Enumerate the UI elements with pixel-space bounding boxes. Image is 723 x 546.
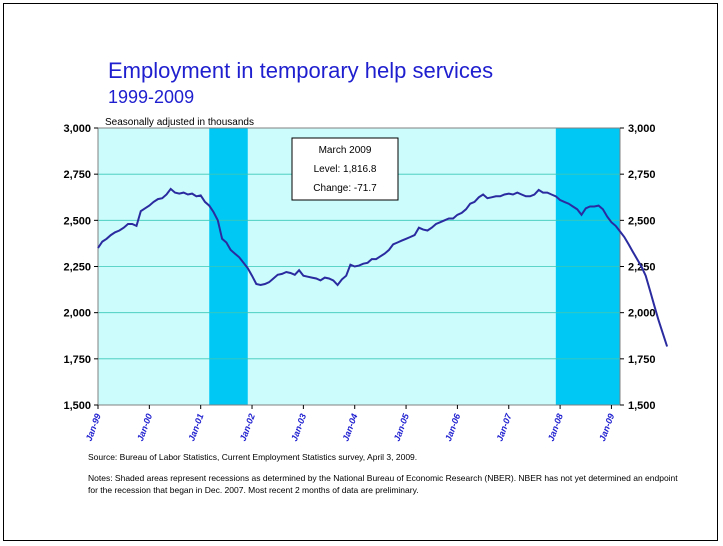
- chart-subtitle: 1999-2009: [108, 87, 195, 107]
- x-tick-label: Jan-07: [494, 411, 513, 442]
- y-tick-label-right: 2,000: [628, 308, 656, 320]
- y-tick-label-left: 1,500: [63, 400, 91, 412]
- y-tick-label-right: 1,750: [628, 354, 656, 366]
- x-tick-label: Jan-05: [392, 411, 411, 442]
- y-axis-left: 1,500 1,750 2,000 2,250 2,500 2,750 3,000: [63, 123, 98, 412]
- annotation-title: March 2009: [319, 145, 372, 156]
- x-tick-label: Jan-04: [340, 412, 359, 442]
- y-tick-label-left: 2,000: [63, 308, 91, 320]
- x-axis: Jan-99 Jan-00 Jan-01 Jan-02 Jan-03 Jan-04 Jan-…: [84, 405, 616, 442]
- notes-text: Notes: Shaded areas represent recessions…: [88, 473, 678, 495]
- y-tick-label-left: 3,000: [63, 123, 91, 135]
- x-tick-label: Jan-99: [84, 412, 103, 442]
- y-tick-label-right: 3,000: [628, 123, 656, 135]
- y-tick-label-left: 2,500: [63, 215, 91, 227]
- source-note: Source: Bureau of Labor Statistics, Curr…: [88, 452, 418, 462]
- y-tick-label-right: 2,500: [628, 215, 656, 227]
- y-tick-label-right: 2,750: [628, 169, 656, 181]
- annotation-change: Change: -71.7: [313, 183, 377, 194]
- x-tick-label: Jan-09: [597, 412, 616, 442]
- chart-title: Employment in temporary help services: [108, 58, 494, 83]
- x-tick-label: Jan-06: [443, 411, 462, 442]
- y-tick-label-right: 1,500: [628, 400, 656, 412]
- unit-label: Seasonally adjusted in thousands: [105, 117, 254, 128]
- y-tick-label-left: 2,250: [63, 262, 91, 274]
- x-tick-label: Jan-02: [238, 412, 257, 442]
- series-line: [97, 187, 669, 347]
- x-tick-label: Jan-01: [186, 412, 205, 442]
- x-tick-label: Jan-08: [546, 412, 565, 442]
- x-tick-label: Jan-03: [289, 412, 308, 442]
- annotation-level: Level: 1,816.8: [314, 164, 377, 175]
- y-tick-label-left: 2,750: [63, 169, 91, 181]
- annotation-box: March 2009 Level: 1,816.8 Change: -71.7: [291, 137, 399, 201]
- x-tick-label: Jan-00: [135, 412, 154, 442]
- y-tick-label-left: 1,750: [63, 354, 91, 366]
